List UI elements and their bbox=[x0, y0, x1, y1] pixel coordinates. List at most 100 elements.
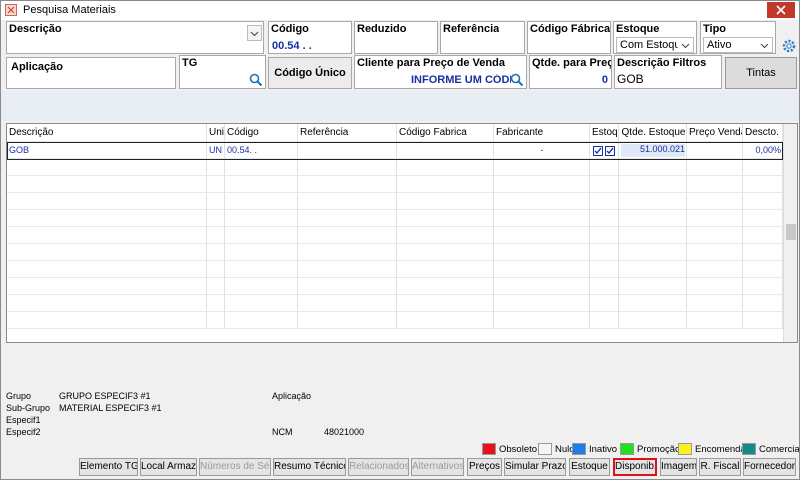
filter-field[interactable]: Descrição Filtros GOB bbox=[614, 55, 722, 89]
legend-swatch bbox=[482, 443, 496, 455]
checkbox[interactable] bbox=[593, 146, 603, 156]
search-icon[interactable] bbox=[510, 73, 524, 87]
table-cell bbox=[619, 244, 687, 261]
filter-field[interactable]: Reduzido bbox=[354, 21, 438, 54]
table-cell bbox=[590, 159, 619, 176]
filter-field[interactable]: Estoque Com Estoque bbox=[613, 21, 697, 54]
table-cell bbox=[619, 278, 687, 295]
table-cell bbox=[225, 176, 298, 193]
table-cell bbox=[494, 142, 590, 159]
action-button[interactable]: Local Armaz. bbox=[140, 458, 197, 476]
filter-field[interactable]: Qtde. para Preço 0 bbox=[529, 55, 612, 89]
table-cell bbox=[590, 278, 619, 295]
table-cell bbox=[397, 142, 494, 159]
settings-icon[interactable] bbox=[780, 37, 798, 55]
column-header: Descto. bbox=[743, 124, 783, 142]
field-label: Tipo bbox=[703, 23, 727, 35]
table-cell bbox=[7, 142, 207, 159]
action-button[interactable]: Estoque bbox=[569, 458, 610, 476]
column-header: Preço Venda bbox=[687, 124, 743, 142]
detail-label: Grupo bbox=[6, 391, 32, 401]
close-button[interactable] bbox=[767, 2, 795, 18]
table-cell bbox=[207, 176, 225, 193]
table-cell bbox=[397, 312, 494, 329]
table-cell bbox=[397, 244, 494, 261]
select[interactable]: Com Estoque bbox=[616, 37, 694, 53]
select-value: Ativo bbox=[707, 39, 732, 51]
field-label: Código Único bbox=[274, 67, 346, 79]
tintas-button[interactable]: Tintas bbox=[725, 57, 797, 89]
action-button[interactable]: Resumo Técnico bbox=[273, 458, 346, 476]
table-cell bbox=[743, 261, 783, 278]
table-cell bbox=[619, 227, 687, 244]
detail-label: Aplicação bbox=[272, 391, 312, 401]
field-label: Aplicação bbox=[11, 61, 63, 73]
action-button[interactable]: Preços bbox=[467, 458, 502, 476]
action-button[interactable]: Disponib. bbox=[613, 458, 657, 476]
table-cell bbox=[619, 295, 687, 312]
legend-label: Encomenda bbox=[695, 444, 746, 455]
legend-swatch bbox=[678, 443, 692, 455]
results-table: Descrição Uni Código Referência Código Fabri… bbox=[6, 123, 798, 343]
action-button[interactable]: Simular Prazos bbox=[504, 458, 566, 476]
table-cell bbox=[298, 261, 397, 278]
filter-field[interactable]: Cliente para Preço de Venda INFORME UM CÓ… bbox=[354, 55, 527, 89]
app-icon bbox=[5, 4, 17, 16]
select[interactable]: Ativo bbox=[703, 37, 773, 53]
checkbox[interactable] bbox=[605, 146, 615, 156]
filter-field[interactable]: Aplicação bbox=[6, 57, 176, 89]
field-value: 0 bbox=[601, 74, 608, 86]
table-cell bbox=[397, 193, 494, 210]
field-label: Reduzido bbox=[357, 23, 407, 35]
table-cell bbox=[298, 312, 397, 329]
table-cell bbox=[7, 193, 207, 210]
table-cell bbox=[207, 244, 225, 261]
legend-label: Nulo bbox=[555, 444, 575, 455]
filter-field[interactable]: Referência bbox=[440, 21, 525, 54]
field-label: TG bbox=[182, 57, 198, 69]
filter-field[interactable]: Código Fábrica bbox=[527, 21, 611, 54]
table-cell bbox=[619, 210, 687, 227]
action-button[interactable]: R. Fiscal bbox=[699, 458, 741, 476]
legend-swatch bbox=[742, 443, 756, 455]
filter-field[interactable]: Tipo Ativo bbox=[700, 21, 776, 54]
table-cell bbox=[619, 159, 687, 176]
scroll-thumb[interactable] bbox=[786, 224, 796, 240]
table-cell bbox=[687, 312, 743, 329]
table-cell bbox=[743, 295, 783, 312]
select-arrow[interactable] bbox=[679, 39, 692, 52]
filter-field[interactable]: Código Único bbox=[268, 57, 352, 89]
table-cell bbox=[7, 295, 207, 312]
table-cell bbox=[494, 176, 590, 193]
table-row[interactable] bbox=[7, 142, 783, 160]
table-cell bbox=[687, 227, 743, 244]
table-cell bbox=[590, 227, 619, 244]
table-cell bbox=[743, 159, 783, 176]
table-cell bbox=[590, 210, 619, 227]
filter-field[interactable]: Descrição bbox=[6, 21, 264, 54]
field-label: Qtde. para Preço bbox=[532, 57, 612, 69]
table-cell bbox=[397, 295, 494, 312]
table-cell bbox=[590, 312, 619, 329]
table-cell bbox=[298, 278, 397, 295]
window-title: Pesquisa Materiais bbox=[23, 4, 116, 16]
table-cell bbox=[207, 295, 225, 312]
table-cell bbox=[494, 295, 590, 312]
table-cell bbox=[207, 142, 225, 159]
action-button[interactable]: Imagem bbox=[660, 458, 697, 476]
filter-field[interactable]: TG bbox=[179, 55, 266, 89]
cell-text: 0,00% bbox=[755, 145, 781, 155]
action-button[interactable]: Elemento TG bbox=[79, 458, 138, 476]
field-label: Descrição Filtros bbox=[617, 57, 707, 69]
table-cell bbox=[687, 210, 743, 227]
table-cell bbox=[7, 278, 207, 295]
filter-field[interactable]: Código 00.54 . . bbox=[268, 21, 352, 54]
dropdown-arrow[interactable] bbox=[247, 25, 262, 41]
scrollbar[interactable] bbox=[783, 124, 797, 342]
table-cell bbox=[687, 142, 743, 159]
table-cell bbox=[207, 210, 225, 227]
legend-label: Comercial bbox=[759, 444, 800, 455]
search-icon[interactable] bbox=[249, 73, 263, 87]
action-button[interactable]: Fornecedor bbox=[743, 458, 796, 476]
select-arrow[interactable] bbox=[758, 39, 771, 52]
